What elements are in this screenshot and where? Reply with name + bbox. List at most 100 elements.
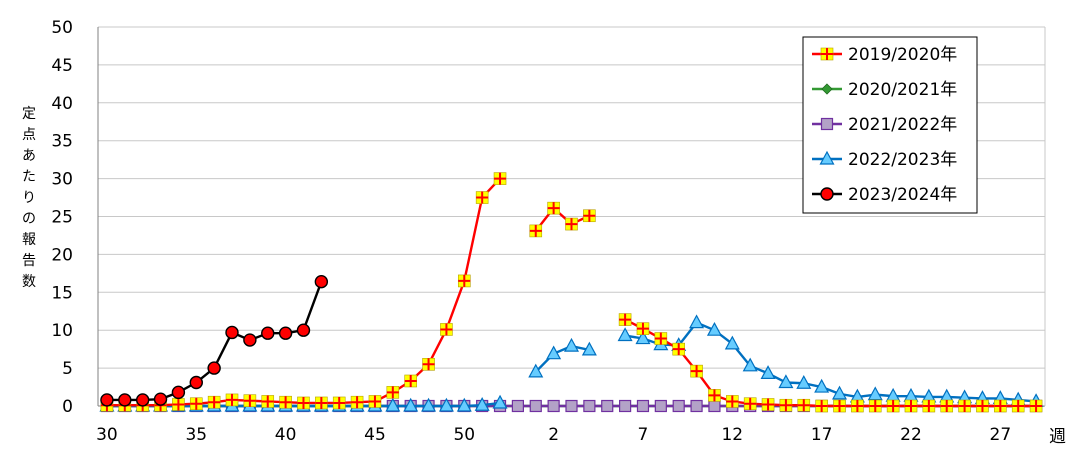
- data-point: [403, 397, 419, 412]
- y-tick-label: 10: [51, 321, 73, 341]
- data-point: [724, 335, 740, 350]
- data-point: [225, 325, 239, 340]
- data-point: [118, 393, 132, 407]
- data-point: [528, 363, 544, 378]
- x-tick-label: 30: [96, 425, 118, 445]
- data-point-cross: [279, 396, 292, 409]
- data-point: [474, 396, 490, 411]
- data-point-cross: [904, 400, 917, 412]
- data-point-cross: [458, 274, 471, 287]
- y-tick-label: 50: [51, 18, 73, 38]
- data-point-cross: [315, 396, 328, 409]
- x-tick-label: 45: [364, 425, 386, 445]
- data-point-cross: [994, 400, 1007, 412]
- x-axis-tick-labels: 30 35 40 45 50 2 7 12 17 22 27: [96, 425, 1011, 445]
- data-point-cross: [565, 218, 578, 231]
- data-point: [563, 337, 580, 352]
- data-point-cross: [494, 172, 507, 185]
- y-axis-label-char: 報: [22, 232, 36, 248]
- data-point-cross: [476, 191, 489, 204]
- data-point: [511, 399, 524, 413]
- data-point-cross: [821, 48, 833, 60]
- legend-item: 2020/2021年: [812, 80, 957, 100]
- data-point-cross: [940, 400, 953, 412]
- series-line: [106, 281, 323, 402]
- data-point: [778, 374, 794, 389]
- x-tick-label: 12: [721, 425, 743, 445]
- data-point: [619, 399, 632, 413]
- data-point: [690, 399, 703, 413]
- data-point-cross: [976, 400, 989, 412]
- data-point-cross: [243, 394, 256, 407]
- data-point-cross: [297, 396, 310, 409]
- y-tick-label: 35: [51, 132, 73, 152]
- legend-label: 2023/2024年: [848, 185, 957, 205]
- y-tick-label: 5: [62, 359, 73, 379]
- data-point-cross: [636, 322, 649, 335]
- legend-item: 2022/2023年: [812, 150, 957, 170]
- data-point-cross: [922, 400, 935, 412]
- legend-item: 2019/2020年: [812, 45, 957, 65]
- data-point-cross: [1030, 400, 1043, 412]
- data-point: [135, 393, 150, 407]
- data-point: [189, 375, 203, 390]
- legend-label: 2019/2020年: [848, 45, 957, 65]
- y-axis-label-char: り: [22, 190, 36, 206]
- y-axis-tick-labels: 0 5 10 15 20 25 30 35 40 45 50: [51, 18, 73, 417]
- data-point: [742, 357, 758, 372]
- data-point-cross: [815, 400, 828, 412]
- data-point-cross: [726, 395, 739, 408]
- y-axis-label-char: の: [22, 211, 36, 227]
- y-axis-label-char: 点: [22, 127, 36, 143]
- data-point: [832, 385, 848, 400]
- data-point-cross: [708, 389, 721, 402]
- y-tick-label: 0: [62, 397, 73, 417]
- legend-item: 2023/2024年: [812, 185, 957, 205]
- data-point: [581, 341, 597, 356]
- data-point-cross: [654, 332, 667, 345]
- data-point-cross: [529, 224, 542, 237]
- data-point-cross: [226, 393, 239, 406]
- data-point: [296, 323, 311, 337]
- data-point: [207, 361, 221, 375]
- x-tick-label: 50: [453, 425, 475, 445]
- y-tick-label: 25: [51, 208, 73, 228]
- series-layer: [99, 172, 1044, 413]
- series-line: [624, 318, 1037, 408]
- data-point: [672, 399, 685, 413]
- data-point: [171, 385, 186, 400]
- data-point: [385, 397, 401, 412]
- data-point: [760, 365, 776, 380]
- data-point-cross: [690, 365, 703, 378]
- data-point: [529, 399, 542, 413]
- data-point-cross: [672, 343, 685, 356]
- data-point: [636, 399, 650, 413]
- data-point-cross: [619, 313, 632, 326]
- data-point: [100, 393, 114, 407]
- data-point-cross: [547, 202, 560, 215]
- data-point-cross: [833, 400, 846, 412]
- data-point-cross: [351, 396, 364, 409]
- y-axis-label-char: 数: [22, 274, 36, 290]
- data-point: [654, 399, 667, 413]
- data-point: [601, 399, 614, 413]
- y-tick-label: 30: [51, 170, 73, 190]
- data-point-cross: [440, 323, 453, 336]
- data-point-cross: [261, 395, 274, 408]
- data-point-cross: [851, 400, 864, 412]
- data-point-cross: [422, 358, 435, 371]
- x-tick-label: 35: [185, 425, 207, 445]
- data-point-cross: [797, 399, 810, 412]
- data-point-cross: [190, 397, 203, 410]
- data-point: [153, 392, 168, 406]
- data-point: [796, 375, 812, 389]
- y-axis-label-char: 定: [22, 106, 36, 122]
- data-point: [820, 117, 834, 131]
- data-point: [819, 150, 835, 165]
- data-point-cross: [762, 398, 775, 411]
- data-point-cross: [333, 396, 346, 409]
- y-axis-label-char: あ: [22, 148, 36, 164]
- y-tick-label: 40: [51, 94, 73, 114]
- y-axis-label-char: 告: [22, 253, 36, 269]
- x-tick-label: 7: [638, 425, 649, 445]
